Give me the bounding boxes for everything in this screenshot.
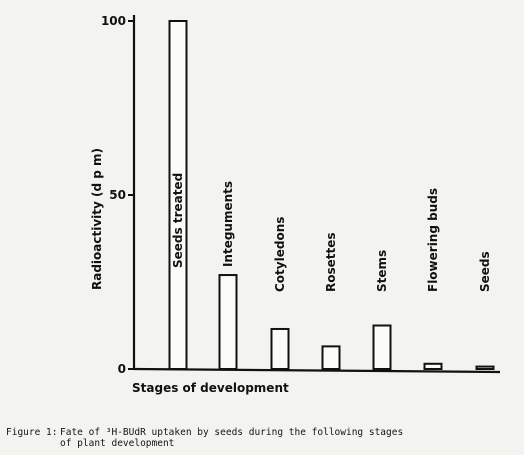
bar [372,324,392,370]
bar-label: Cotyledons [273,217,287,292]
caption-label: Figure 1: [6,427,58,438]
y-tick-label: 50 [109,188,126,202]
figure-caption: Figure 1: Fate of ³H-BUdR uptaken by seed… [6,427,521,449]
bar [423,362,443,370]
bar [475,365,495,370]
bar [218,274,238,371]
x-axis-title: Stages of development [132,381,289,395]
y-axis-title: Radioactivity (d p m) [90,148,104,290]
bar-label: Seeds [478,251,492,292]
bar-label: Stems [375,250,389,292]
bar-chart: 0 50 100 Seeds treated Integuments Cotyledon… [90,14,501,395]
chart-bar-labels: Seeds treated Integuments Cotyledons Rosett… [171,173,492,292]
chart-bars [168,20,495,371]
bar [321,345,341,371]
y-tick-label: 0 [118,362,126,376]
bar-label: Flowering buds [426,188,440,292]
bar-label: Integuments [221,181,235,267]
caption-text-line-2: of plant development [60,438,175,449]
bar [168,20,188,370]
bar [270,327,290,371]
bar-label: Rosettes [324,232,338,292]
x-axis-line [133,367,501,374]
caption-text-line-1: Fate of ³H-BUdR uptaken by seeds during … [60,427,404,438]
y-tick-label: 100 [101,14,126,28]
bar-label: Seeds treated [171,173,185,268]
chart-axes: 0 50 100 [101,14,501,376]
